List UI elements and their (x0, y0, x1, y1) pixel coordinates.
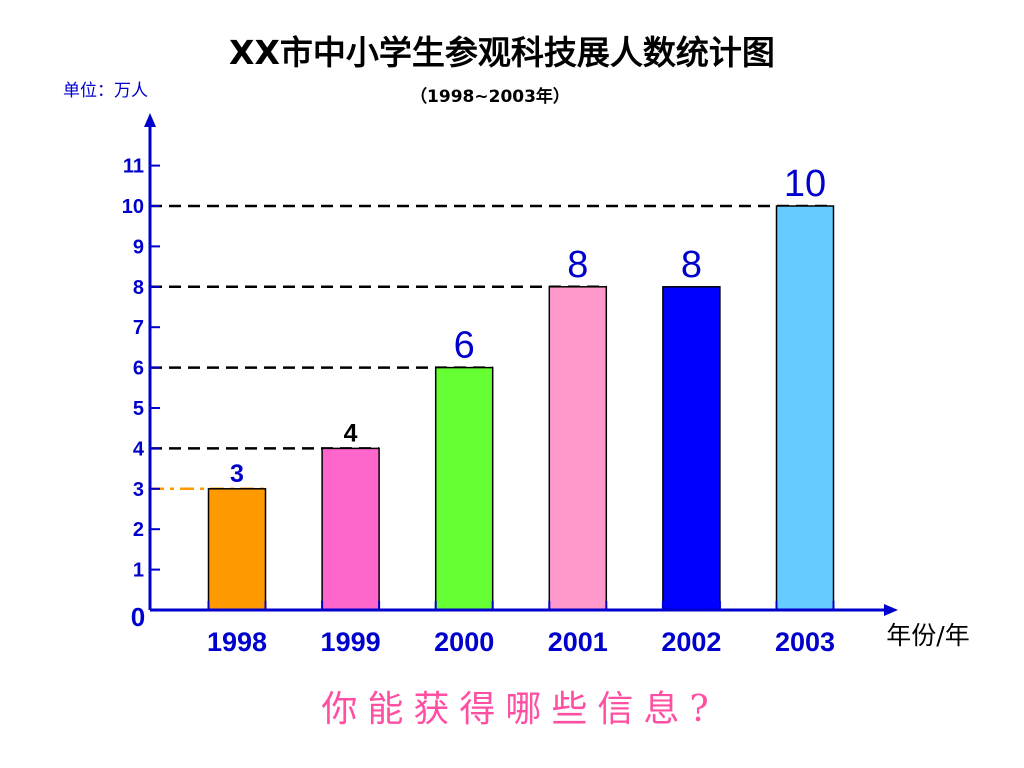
y-tick-label: 4 (133, 438, 145, 460)
bar-1998 (207, 488, 267, 611)
axes (144, 113, 898, 616)
data-label: 8 (681, 244, 702, 286)
chart-subtitle: （1998~2003年） (410, 87, 570, 107)
bar-2000 (434, 366, 494, 611)
y-tick-label: 10 (122, 196, 144, 218)
y-axis-unit-label: 单位：万人 (63, 81, 148, 101)
origin-label: 0 (131, 602, 145, 632)
y-tick-label: 8 (133, 277, 144, 299)
question-text: 你能获得哪些信息? (321, 689, 719, 730)
y-tick-label: 11 (123, 156, 144, 178)
bar-1999 (321, 447, 380, 611)
y-tick-label: 6 (133, 358, 144, 380)
data-label: 8 (567, 244, 588, 286)
x-tick-label: 2001 (548, 627, 608, 657)
x-axis-arrow-icon (884, 604, 898, 616)
bars (207, 205, 835, 611)
y-tick-label: 5 (133, 398, 144, 420)
data-label: 10 (784, 163, 826, 205)
y-tick-label: 1 (133, 560, 144, 582)
x-tick-label: 1998 (207, 627, 267, 657)
chart-title: XX市中小学生参观科技展人数统计图 (229, 33, 775, 72)
x-axis-label: 年份/年 (886, 621, 969, 650)
x-tick-label: 2003 (775, 627, 835, 657)
x-tick-label: 2000 (434, 627, 494, 657)
data-label: 6 (454, 325, 475, 367)
chart-labels: 3 1998 4 1999 6 2000 8 2001 8 2002 10 2003 1 2 3 4 5 6 7 8 9… (122, 156, 970, 657)
y-axis-arrow-icon (144, 113, 156, 127)
x-tick-label: 1999 (321, 627, 381, 657)
y-tick-label: 7 (133, 317, 144, 339)
y-tick-label: 2 (133, 519, 144, 541)
bar-2003 (775, 205, 835, 611)
data-label: 3 (230, 460, 244, 488)
bar-2002 (662, 286, 721, 611)
y-tick-label: 3 (133, 479, 144, 501)
bar-2001 (548, 286, 608, 611)
x-tick-label: 2002 (661, 627, 721, 657)
data-label: 4 (344, 419, 358, 447)
y-tick-label: 9 (133, 236, 144, 258)
